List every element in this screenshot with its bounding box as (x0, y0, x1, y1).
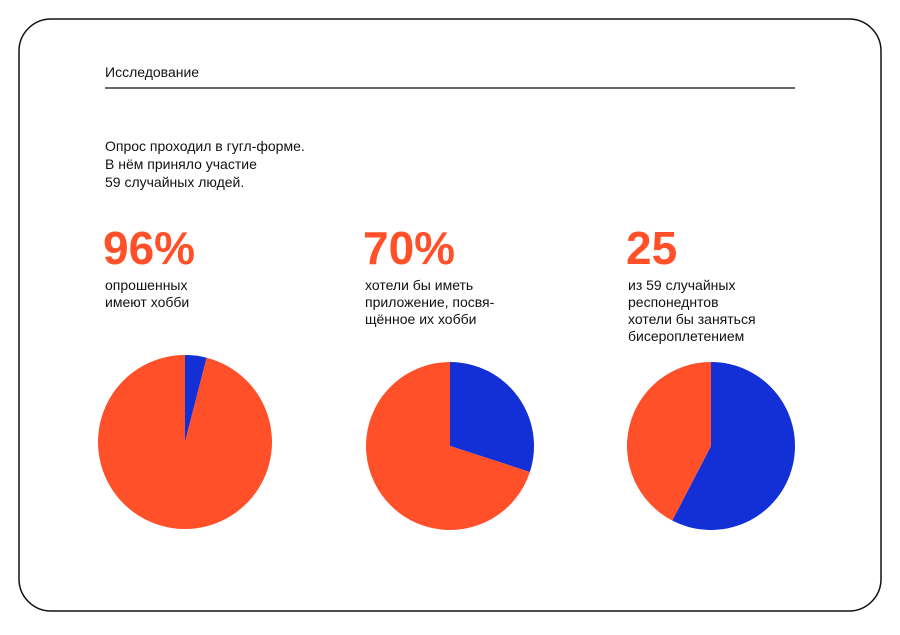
headline: 25 (626, 222, 677, 274)
caption-line: хотели бы иметь (365, 277, 473, 293)
headline: 70% (363, 222, 455, 274)
pie-slice (672, 362, 796, 530)
caption-line: респонеднтов (628, 294, 719, 310)
headline: 96% (103, 222, 195, 274)
intro-line: В нём приняло участие (105, 156, 257, 172)
caption-line: из 59 случайных (628, 277, 735, 293)
caption-line: опрошенных (105, 277, 187, 293)
pie-slice (450, 361, 534, 472)
pie-slice (185, 355, 207, 442)
pie-slice (627, 362, 711, 521)
caption-line: щённое их хобби (365, 311, 476, 327)
intro-line: Опрос проходил в гугл-форме. (105, 138, 305, 154)
pie-slice (97, 355, 272, 529)
section-title: Исследование (105, 64, 199, 80)
caption-line: бисероплетением (628, 328, 744, 344)
caption-line: имеют хобби (105, 294, 189, 310)
pie-slice (366, 362, 530, 530)
intro-line: 59 случайных людей. (105, 174, 244, 190)
caption-line: приложение, посвя- (365, 294, 495, 310)
caption-line: хотели бы заняться (628, 311, 756, 327)
